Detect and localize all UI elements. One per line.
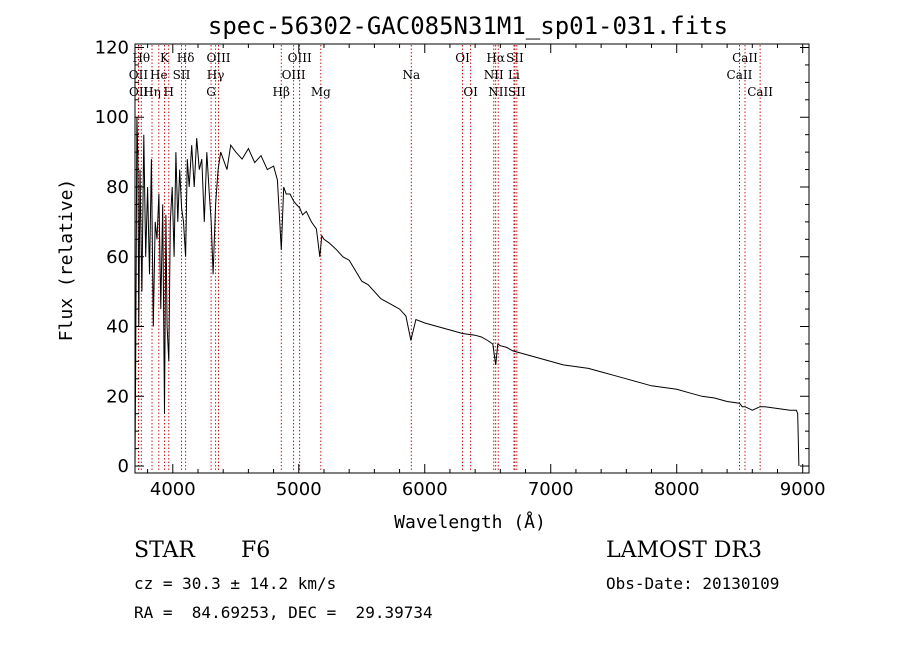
x-tick-label-4: 8000: [654, 479, 700, 500]
line-label-3: Hη: [143, 85, 161, 99]
spectrum-series: [134, 117, 800, 467]
y-tick-label-2: 40: [106, 317, 129, 338]
line-label-8: Hδ: [177, 51, 195, 65]
survey-name: LAMOST DR3: [606, 538, 762, 563]
spectrum-line: [134, 117, 800, 467]
line-label-20: NII: [484, 68, 504, 82]
y-tick-label-0: 0: [118, 456, 129, 477]
coordinates: RA = 84.69253, DEC = 29.39734: [134, 603, 433, 622]
x-axis-label: Wavelength (Å): [394, 511, 546, 533]
line-label-17: OI: [455, 51, 470, 65]
line-label-21: NII: [488, 85, 508, 99]
plot-frame: [134, 43, 810, 474]
axes: 4000 5000 6000 7000 8000 9000 0 20 40 60 80 100 120: [95, 37, 826, 500]
line-label-25: CaII: [732, 51, 758, 65]
line-label-6: SII: [173, 68, 191, 82]
line-label-27: CaII: [747, 85, 773, 99]
obs-date: Obs-Date: 20130109: [606, 574, 780, 593]
line-label-10: Hγ: [207, 68, 225, 82]
x-tick-label-2: 6000: [402, 479, 448, 500]
y-axis-label: Flux (relative): [56, 179, 77, 342]
line-label-23: Li: [508, 68, 520, 82]
y-tick-label-1: 20: [106, 386, 129, 407]
line-label-26: CaII: [727, 68, 753, 82]
line-label-15: Mg: [311, 85, 331, 99]
line-label-19: Hα: [486, 51, 505, 65]
y-tick-label-4: 80: [106, 177, 129, 198]
x-tick-label-5: 9000: [780, 479, 826, 500]
line-label-7: H: [164, 85, 174, 99]
line-label-5: K: [160, 51, 170, 65]
line-label-0: Hθ: [132, 51, 150, 65]
line-label-1: OII: [129, 68, 149, 82]
line-label-24: SII: [508, 85, 526, 99]
line-label-4: He: [150, 68, 168, 82]
x-tick-label-0: 4000: [150, 479, 196, 500]
x-tick-label-1: 5000: [276, 479, 322, 500]
redshift-cz: cz = 30.3 ± 14.2 km/s: [134, 574, 337, 593]
y-tick-label-5: 100: [95, 107, 129, 128]
x-tick-label-3: 7000: [528, 479, 574, 500]
line-label-14: OIII: [288, 51, 312, 65]
line-label-12: Hβ: [273, 85, 290, 99]
object-class: STAR: [134, 538, 195, 563]
line-label-2: OII: [129, 85, 149, 99]
line-label-11: G: [206, 85, 216, 99]
line-label-22: SII: [506, 51, 524, 65]
chart-title: spec-56302-GAC085N31M1_sp01-031.fits: [208, 12, 728, 40]
object-subclass: F6: [241, 538, 271, 563]
line-label-13: OIII: [282, 68, 306, 82]
y-tick-label-6: 120: [95, 37, 129, 58]
line-label-9: OIII: [206, 51, 230, 65]
line-label-18: OI: [463, 85, 478, 99]
line-label-16: Na: [402, 68, 420, 82]
y-tick-label-3: 60: [106, 247, 129, 268]
